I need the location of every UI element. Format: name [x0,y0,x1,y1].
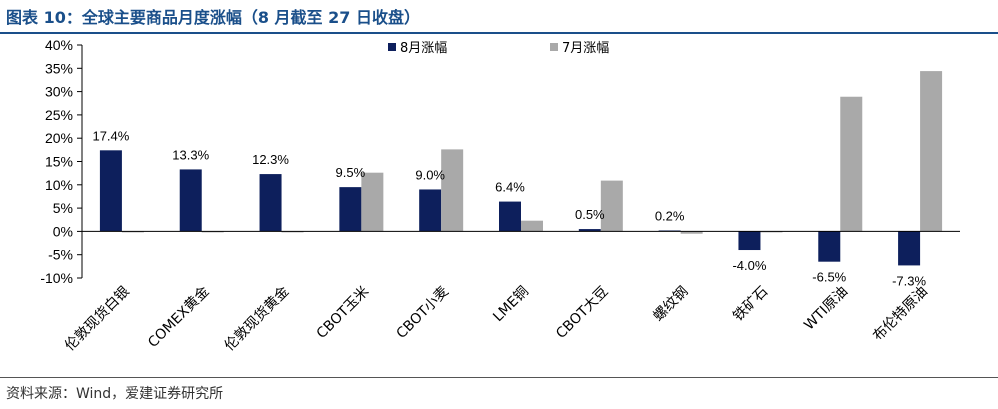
bar-aug [499,201,521,232]
bar-jul [441,149,464,232]
data-label: 9.5% [336,165,366,180]
y-tick-label: -5% [48,247,73,263]
data-label: -7.3% [892,273,926,288]
data-label: 17.4% [92,128,129,143]
x-category-label: 伦敦现货白银 [61,283,132,354]
figure-title: 图表 10：全球主要商品月度涨幅（8 月截至 27 日收盘） [6,8,420,27]
x-category-label: CBOT玉米 [314,284,372,342]
y-tick-label: 25% [45,107,73,123]
bar-aug [738,231,761,251]
legend-label: 8月涨幅 [400,41,447,56]
y-tick-label: 20% [45,130,73,146]
legend-swatch [388,43,396,51]
y-tick-label: 40% [45,37,73,53]
y-tick-label: 35% [45,60,73,76]
data-labels: 17.4% 13.3% 12.3% 9.5% 9.0% 6.4% 0.5% 0.2% -4.0%… [92,128,926,288]
y-tick-label: -10% [40,270,73,286]
bar-jul [920,71,943,232]
x-axis-categories: 伦敦现货白银 COMEX黄金 伦敦现货黄金 CBOT玉米 CBOT小麦 LME铜 CBOT大… [61,283,931,354]
x-category-label: LME铜 [490,284,532,326]
bar-aug [259,174,282,232]
data-label: 12.3% [252,152,289,167]
bar-aug [578,229,601,232]
y-axis: -10% -5% 0% 5% 10% 15% 20% 25% 30% 35% 40% [40,37,83,286]
data-label: 6.4% [495,180,525,195]
y-tick-label: 10% [45,177,73,193]
y-tick-label: 0% [53,223,73,239]
bar-aug [339,187,362,232]
bar-aug [99,150,122,232]
x-category-label: COMEX黄金 [144,283,212,351]
x-category-label: 伦敦现货黄金 [221,283,292,354]
x-category-label: CBOT大豆 [553,284,611,342]
bar-chart: -10% -5% 0% 5% 10% 15% 20% 25% 30% 35% 40% 17.4% 13… [40,37,960,354]
x-category-label: WTI原油 [801,284,851,334]
y-tick-label: 15% [45,154,73,170]
y-tick-label: 30% [45,84,73,100]
bars [82,71,960,266]
bar-aug [818,231,841,262]
bar-jul [680,231,703,234]
title-rule [0,32,998,34]
data-label: 0.5% [575,207,605,222]
bar-aug [898,231,921,266]
legend-swatch [550,43,558,51]
bar-jul [600,180,623,232]
data-label: 13.3% [172,147,209,162]
x-category-label: 布伦特原油 [870,284,931,345]
bar-jul [521,220,543,232]
x-category-label: 铁矿石 [730,284,771,325]
bar-jul [361,172,384,232]
data-label: -6.5% [812,270,846,285]
source-note: 资料来源：Wind，爱建证券研究所 [6,386,224,402]
bar-jul [840,96,863,232]
bottom-rule [0,377,998,378]
y-tick-label: 5% [53,200,73,216]
legend-label: 7月涨幅 [562,41,609,56]
data-label: 0.2% [655,208,685,223]
data-label: 9.0% [415,167,445,182]
bar-aug [179,169,202,232]
x-category-label: CBOT小麦 [394,284,452,342]
legend: 8月涨幅 7月涨幅 [388,41,609,56]
bar-aug [419,189,442,232]
x-category-label: 螺纹钢 [650,284,691,325]
data-label: -4.0% [732,258,766,273]
